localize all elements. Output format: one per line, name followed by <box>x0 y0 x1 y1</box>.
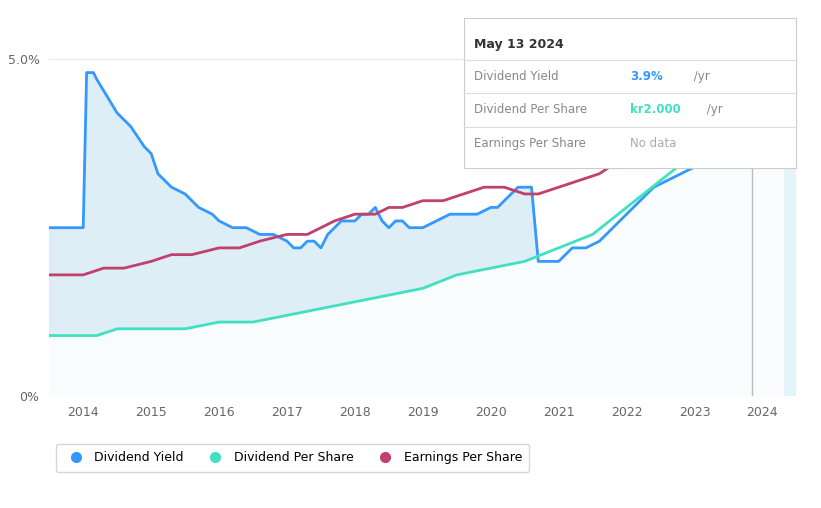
Text: /yr: /yr <box>690 70 709 83</box>
Text: kr2.000: kr2.000 <box>631 103 681 116</box>
Text: Dividend Per Share: Dividend Per Share <box>474 103 587 116</box>
Text: Past: Past <box>754 51 778 65</box>
Bar <box>752 25 796 396</box>
Legend: Dividend Yield, Dividend Per Share, Earnings Per Share: Dividend Yield, Dividend Per Share, Earn… <box>56 443 530 471</box>
Text: May 13 2024: May 13 2024 <box>474 38 563 51</box>
Text: Dividend Yield: Dividend Yield <box>474 70 558 83</box>
Text: Earnings Per Share: Earnings Per Share <box>474 137 585 150</box>
Text: 3.9%: 3.9% <box>631 70 663 83</box>
Text: /yr: /yr <box>704 103 723 116</box>
Text: No data: No data <box>631 137 677 150</box>
